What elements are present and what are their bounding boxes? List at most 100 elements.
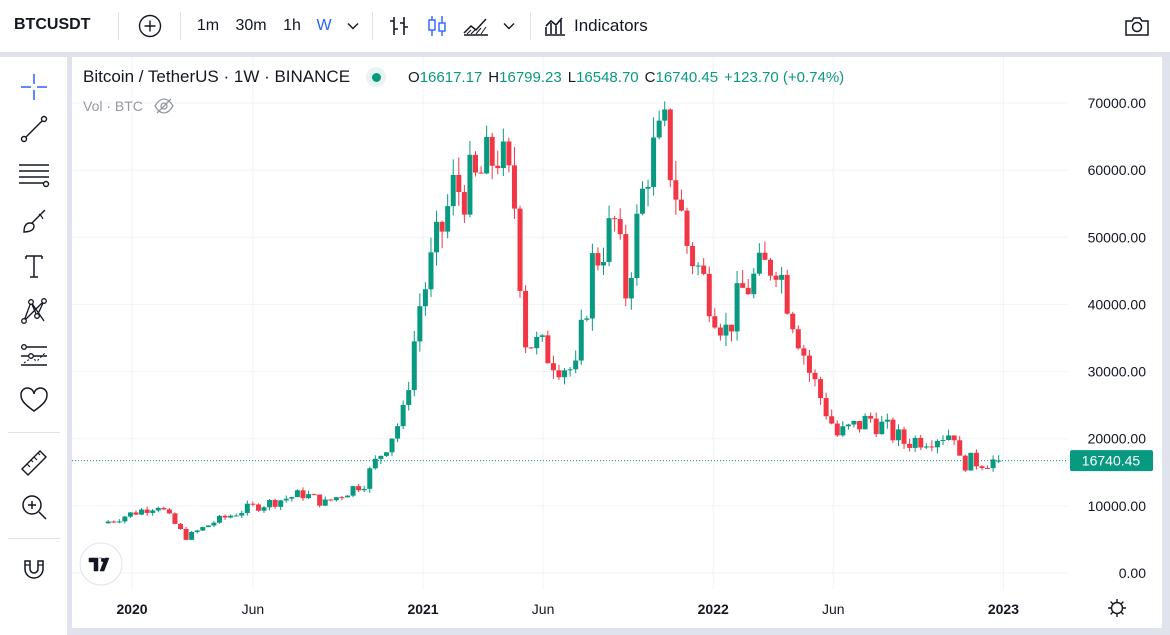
candle-body [567,369,573,371]
text-icon[interactable] [12,246,56,286]
candle-body [979,466,985,468]
candle-body [985,467,991,469]
candle-body [517,208,523,291]
candle-body [194,530,200,532]
candle-body [367,468,373,489]
compare-add-icon[interactable] [134,0,166,52]
candle-body [445,206,451,232]
candle-body [695,265,701,267]
candle-body [818,379,824,399]
open-value: 16617.17 [419,68,483,86]
camera-icon[interactable] [1120,0,1154,52]
candle-body [667,109,673,181]
candle-body [356,486,362,491]
zoom-in-icon[interactable] [12,487,56,527]
symbol-search[interactable]: BTCUSDT [14,16,91,33]
candle-body [389,438,395,453]
candle-body [267,499,273,508]
chevron-down-icon[interactable] [342,0,364,52]
x-tick-label: 2022 [698,601,729,617]
candle-body [879,421,885,435]
volume-label[interactable]: Vol · BTC [83,98,143,114]
candle-body [495,165,501,169]
candle-body [623,234,629,299]
chevron-down-icon[interactable] [498,0,520,52]
chart-panel[interactable] [72,57,1162,628]
candle-body [901,429,907,444]
heart-icon[interactable] [12,380,56,420]
interval-w-button[interactable]: W [316,17,332,34]
candle-body [200,527,206,531]
candle-body [628,277,634,299]
chart-legend: Bitcoin / TetherUS · 1W · BINANCE O 16617… [83,67,844,87]
brush-icon[interactable] [12,201,56,241]
magnet-icon[interactable] [12,548,56,588]
candle-body [417,306,423,342]
candle-body [166,509,172,514]
candle-body [734,283,740,332]
interval-1m-button[interactable]: 1m [196,17,220,34]
interval-1h-button[interactable]: 1h [283,17,301,34]
candle-body [383,452,389,456]
tradingview-logo[interactable] [79,542,123,586]
candle-body [712,316,718,328]
candle-body [361,488,367,491]
ruler-icon[interactable] [12,443,56,483]
candle-body [105,521,111,524]
eye-off-icon[interactable] [153,97,175,115]
y-tick-label: 40000.00 [1088,296,1147,312]
candle-body [255,504,261,511]
top-toolbar: BTCUSDT 1m 30m 1h W Indicators [0,0,1170,52]
open-label: O [408,68,420,86]
candle-body [250,503,256,505]
time-axis: 2020 Jun 2021 Jun 2022 Jun 2023 [116,601,1019,617]
last-price-label: 16740.45 [1082,453,1141,469]
candle-body [717,327,723,336]
candle-body [606,218,612,262]
y-tick-label: 10000.00 [1088,498,1147,514]
candle-body [378,455,384,459]
candle-body [545,335,551,364]
candle-body [918,437,924,448]
pattern-icon[interactable] [12,291,56,331]
candle-body [317,494,323,506]
candle-body [929,446,935,448]
candle-body [461,192,467,215]
candle-body [311,494,317,496]
trend-line-icon[interactable] [12,109,56,149]
candle-body [478,172,484,174]
high-label: H [488,68,500,86]
ohlc-values: O 16617.17 H 16799.23 L 16548.70 C 16740.45 … [402,69,844,86]
forecast-icon[interactable] [12,336,56,376]
divider [372,12,373,40]
candle-body [189,531,195,540]
interval-30m-button[interactable]: 30m [235,17,267,34]
candle-body [400,404,406,427]
indicators-button[interactable]: Indicators [574,16,648,35]
change-value: +123.70 (+0.74%) [724,68,845,86]
settings-gear-icon[interactable] [1108,599,1126,617]
candle-body [812,372,818,380]
candle-body [528,347,534,349]
candle-body [656,120,662,138]
candle-body [339,497,345,499]
indicators-icon[interactable] [542,0,568,52]
bars-style-icon[interactable] [384,0,414,52]
candle-body [289,497,295,499]
candle-body [139,509,145,515]
candle-body [456,174,462,193]
close-value: 16740.45 [655,68,719,86]
candle-body [723,324,729,336]
candles-style-icon[interactable] [422,0,452,52]
candle-body [272,499,278,507]
x-tick-label: 2021 [407,601,438,617]
fib-lines-icon[interactable] [12,155,56,195]
candle-body [934,440,940,448]
candle-body [823,398,829,417]
candle-body [233,515,239,517]
crosshair-icon[interactable] [12,67,56,107]
series-title[interactable]: Bitcoin / TetherUS · 1W · BINANCE [83,67,351,86]
area-style-icon[interactable] [460,0,492,52]
candle-body [762,252,768,260]
